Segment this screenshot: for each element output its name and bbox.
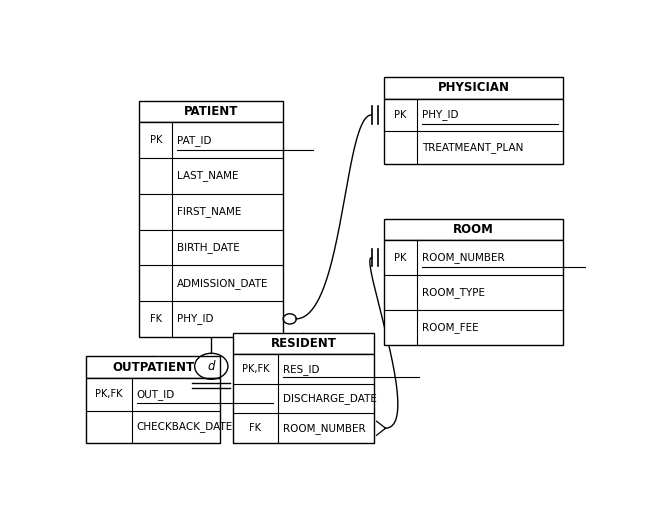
Text: PHY_ID: PHY_ID (422, 109, 458, 121)
Text: ROOM_NUMBER: ROOM_NUMBER (422, 252, 505, 263)
Bar (87, 378, 220, 443)
Text: TREATMEANT_PLAN: TREATMEANT_PLAN (422, 142, 523, 153)
Text: RESIDENT: RESIDENT (270, 337, 337, 350)
Text: ADMISSION_DATE: ADMISSION_DATE (177, 277, 269, 289)
Text: PK,FK: PK,FK (96, 389, 123, 399)
Bar (384, 219, 563, 240)
Text: PHYSICIAN: PHYSICIAN (437, 81, 510, 95)
Text: CHECKBACK_DATE: CHECKBACK_DATE (137, 421, 233, 432)
Text: RES_ID: RES_ID (283, 364, 320, 375)
Bar (384, 240, 563, 344)
Bar (87, 357, 220, 378)
Text: FK: FK (249, 423, 262, 433)
Bar (233, 333, 374, 355)
Text: LAST_NAME: LAST_NAME (177, 171, 239, 181)
Bar (384, 77, 563, 99)
Bar (384, 99, 563, 164)
Bar (139, 101, 283, 122)
Text: ROOM_NUMBER: ROOM_NUMBER (283, 423, 366, 434)
Bar (139, 122, 283, 337)
Text: ROOM: ROOM (453, 223, 494, 236)
Text: ROOM_FEE: ROOM_FEE (422, 322, 478, 333)
Text: BIRTH_DATE: BIRTH_DATE (177, 242, 240, 253)
Text: DISCHARGE_DATE: DISCHARGE_DATE (283, 393, 377, 404)
Text: FK: FK (150, 314, 162, 324)
Text: PK: PK (150, 135, 162, 145)
Text: OUTPATIENT: OUTPATIENT (112, 361, 195, 374)
Text: d: d (208, 360, 215, 373)
Text: OUT_ID: OUT_ID (137, 389, 175, 400)
Text: ROOM_TYPE: ROOM_TYPE (422, 287, 485, 298)
Text: PK,FK: PK,FK (242, 364, 269, 374)
Text: PAT_ID: PAT_ID (177, 135, 212, 146)
Text: PK: PK (395, 110, 407, 120)
Text: FIRST_NAME: FIRST_NAME (177, 206, 242, 217)
Text: PK: PK (395, 253, 407, 263)
Bar (233, 355, 374, 443)
Text: PHY_ID: PHY_ID (177, 313, 214, 324)
Text: PATIENT: PATIENT (184, 105, 238, 118)
